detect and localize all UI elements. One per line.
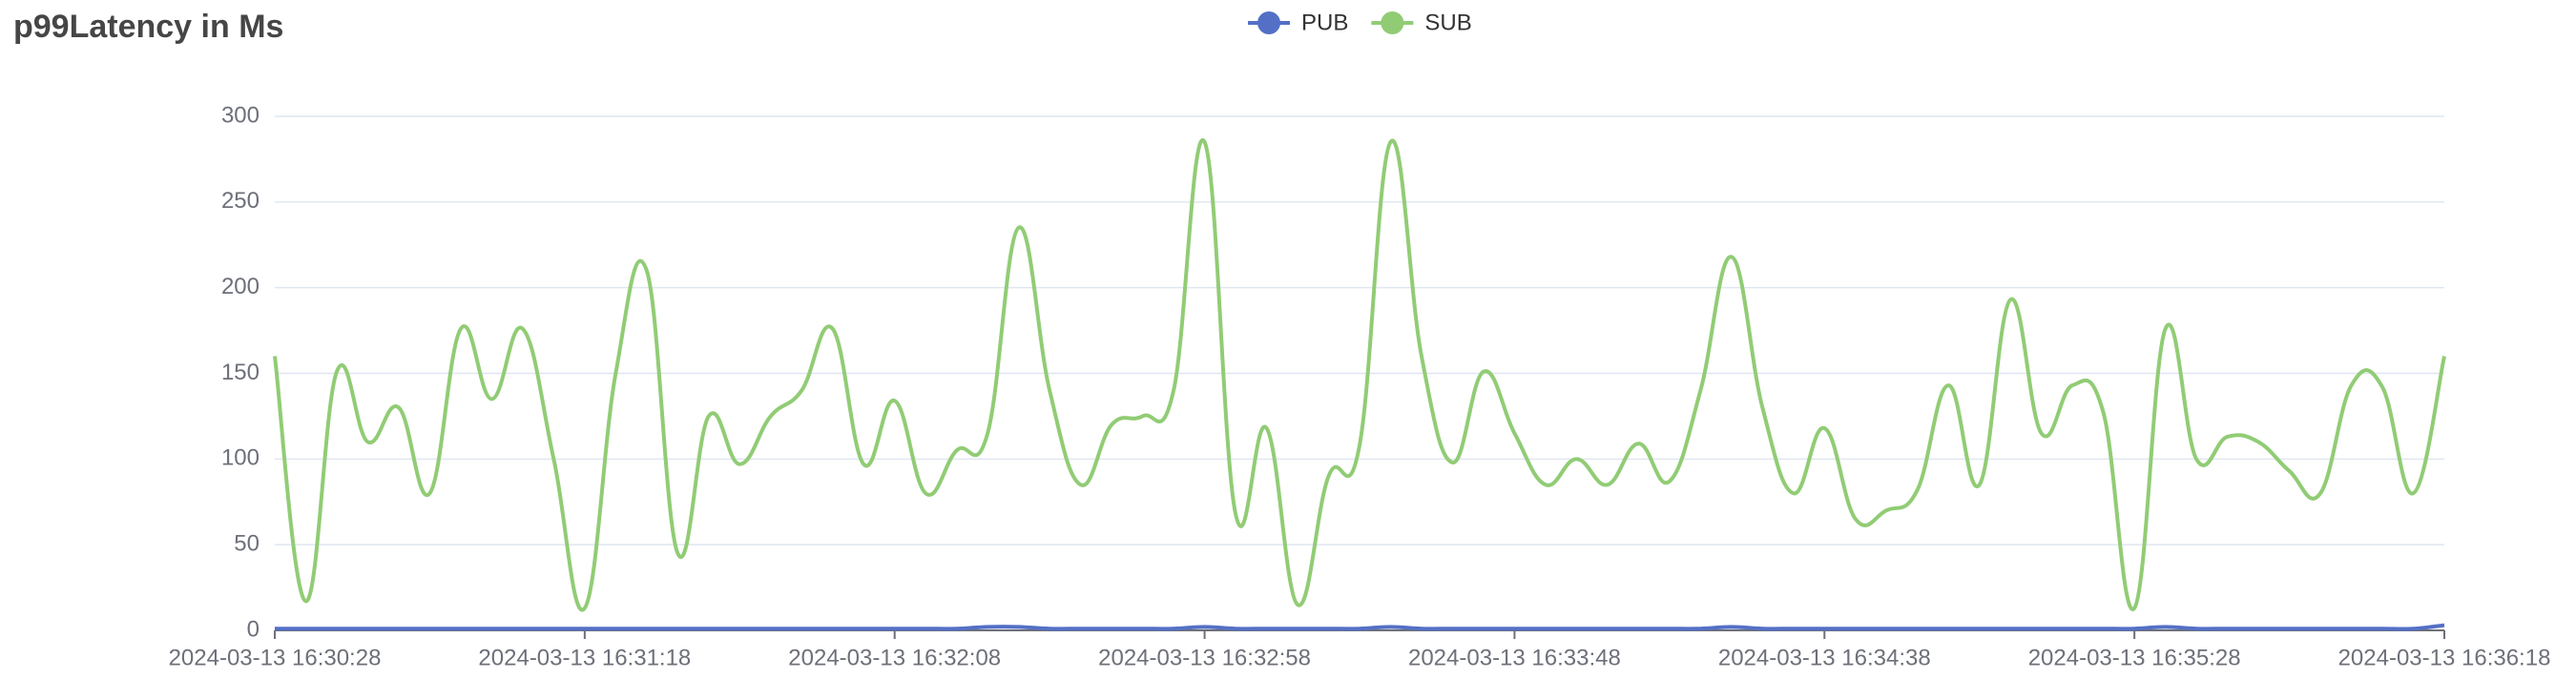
x-tick-label: 2024-03-13 16:34:38 xyxy=(1718,645,1931,670)
y-tick-label: 100 xyxy=(221,445,260,471)
line-series xyxy=(273,137,2446,612)
x-tick-label: 2024-03-13 16:36:18 xyxy=(2338,645,2551,670)
chart-title: p99Latency in Ms xyxy=(13,9,283,45)
y-tick-label: 200 xyxy=(221,274,260,299)
legend-label: SUB xyxy=(1424,10,1471,35)
y-tick-label: 50 xyxy=(234,531,260,557)
legend-label: PUB xyxy=(1301,10,1348,35)
x-tick-label: 2024-03-13 16:32:08 xyxy=(788,645,1001,670)
x-tick-label: 2024-03-13 16:33:48 xyxy=(1408,645,1621,670)
x-tick-label: 2024-03-13 16:35:28 xyxy=(2028,645,2241,670)
y-tick-label: 0 xyxy=(247,616,260,642)
y-tick-label: 250 xyxy=(221,188,260,214)
x-tick-label: 2024-03-13 16:31:18 xyxy=(478,645,691,670)
line-series xyxy=(275,623,2445,631)
y-tick-label: 300 xyxy=(221,102,260,128)
x-tick-label: 2024-03-13 16:30:28 xyxy=(169,645,382,670)
x-tick-label: 2024-03-13 16:32:58 xyxy=(1098,645,1311,670)
legend-icon xyxy=(1381,11,1404,34)
legend-icon xyxy=(1257,11,1280,34)
y-tick-label: 150 xyxy=(221,360,260,385)
